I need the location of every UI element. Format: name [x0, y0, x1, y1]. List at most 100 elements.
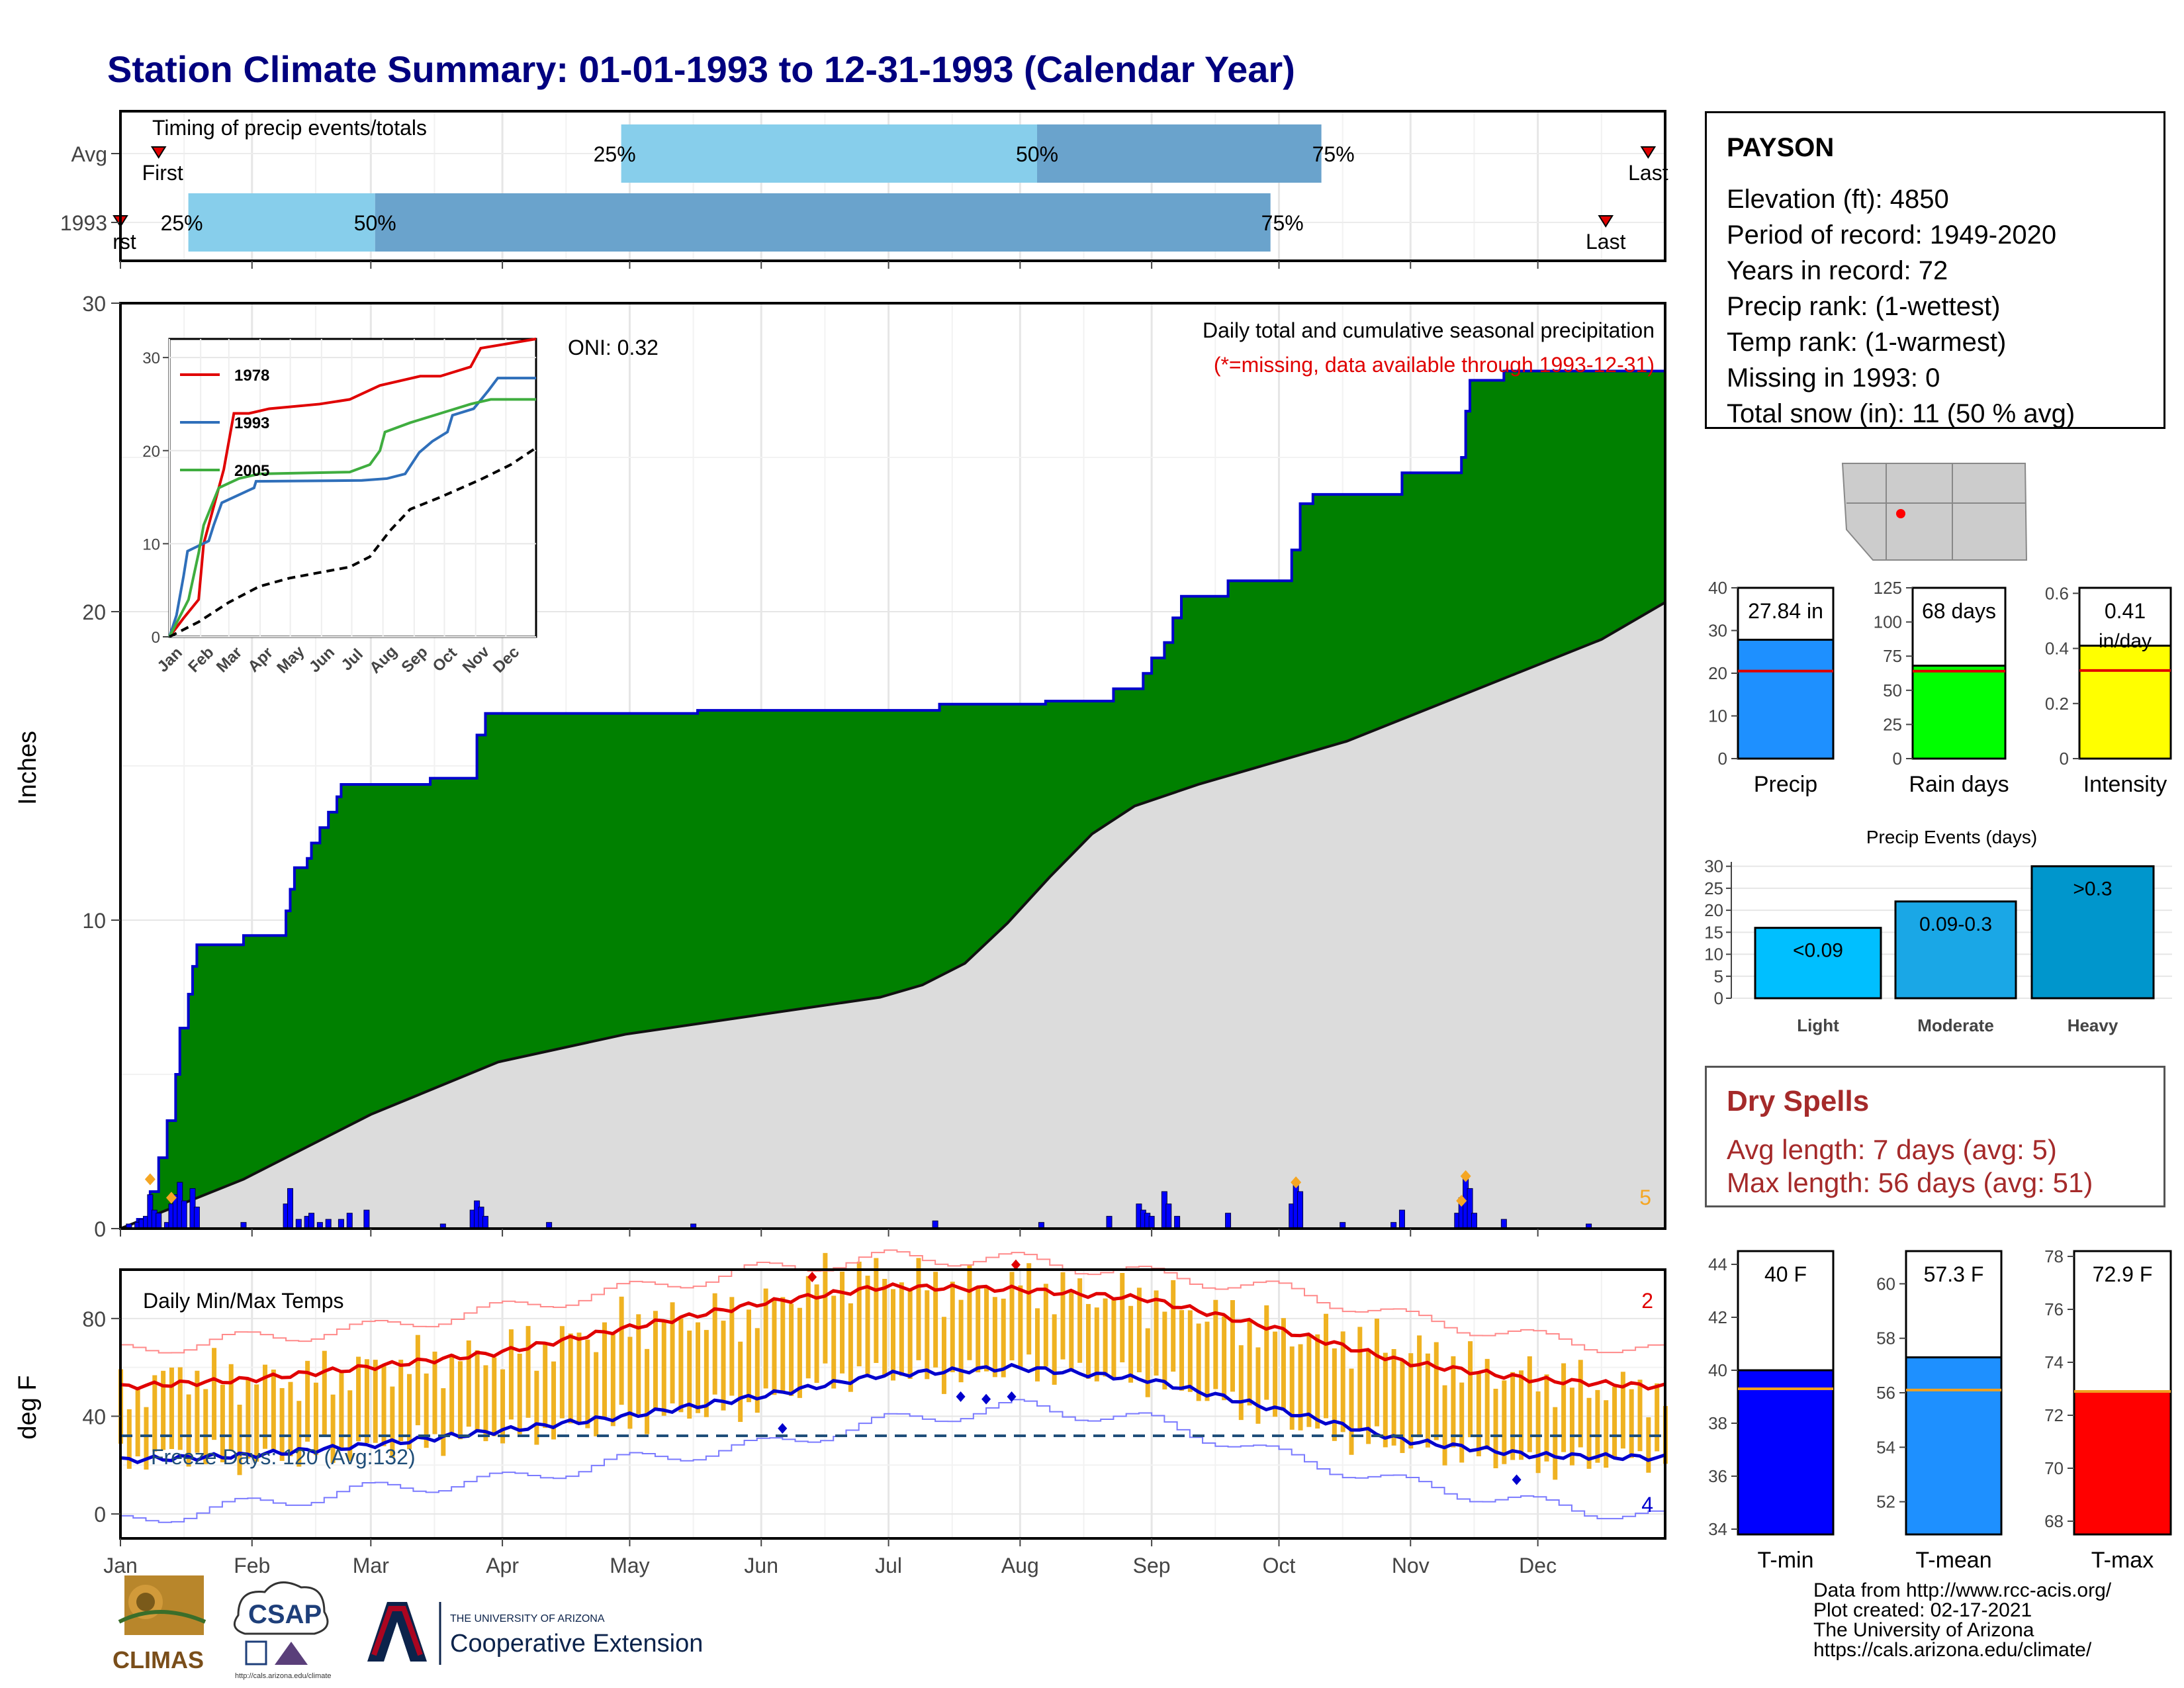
value-label: 68 days: [1922, 599, 1996, 623]
daily-temp-bar: [186, 1394, 191, 1467]
daily-precip-bar: [482, 1215, 488, 1229]
daily-temp-bar: [610, 1333, 615, 1427]
y-tick-label: 10: [82, 909, 106, 933]
daily-temp-bar: [1433, 1342, 1439, 1440]
month-tick-label: Jul: [875, 1554, 902, 1577]
y-tick-label: 0: [1714, 988, 1723, 1008]
station-name: PAYSON: [1727, 133, 1835, 162]
daily-temp-bar: [1646, 1417, 1651, 1473]
record-high-count: 2: [1641, 1289, 1653, 1313]
daily-temp-bar: [1145, 1328, 1150, 1397]
daily-temp-bar: [585, 1339, 590, 1429]
daily-temp-bar: [1306, 1335, 1312, 1427]
inset-y-tick-label: 10: [142, 536, 160, 553]
precip-frame: [119, 302, 1666, 1230]
daily-temp-bar: [1196, 1323, 1201, 1401]
daily-temp-bar: [373, 1360, 378, 1443]
timing-label: 75%: [1312, 142, 1355, 166]
daily-temp-bar: [1128, 1305, 1134, 1383]
record-high-marker: [1011, 1259, 1021, 1270]
precip-chart: 0 10 20 30 Inches Daily total and cumulative …: [14, 292, 1666, 1241]
daily-precip-bar: [1471, 1213, 1477, 1229]
daily-temp-bar: [840, 1272, 845, 1374]
daily-temp-bar: [381, 1366, 387, 1446]
timing-label: 25%: [594, 142, 636, 166]
timing-bar-q2: [621, 124, 1038, 183]
month-tick-label: Feb: [234, 1554, 270, 1577]
daily-precip-bar: [308, 1213, 315, 1229]
map-states: [1841, 463, 2028, 561]
inset-series-line: [168, 377, 536, 637]
station-info-line: Period of record: 1949-2020: [1727, 220, 2057, 250]
daily-temp-bar: [882, 1278, 887, 1375]
daily-temp-bar: [279, 1387, 285, 1461]
daily-temp-bar: [772, 1300, 777, 1395]
inset-legend-label: 1993: [234, 414, 269, 432]
daily-temp-bar: [246, 1378, 251, 1459]
daily-temp-bar: [1544, 1374, 1549, 1462]
daily-temp-bar: [525, 1326, 531, 1418]
precip-title: Daily total and cumulative seasonal prec…: [1203, 318, 1655, 342]
y-tick-label: 44: [1708, 1254, 1727, 1274]
daily-precip-bar: [1165, 1203, 1172, 1229]
daily-temp-bar: [1518, 1370, 1524, 1460]
footer-line: https://cals.arizona.edu/climate/: [1813, 1639, 2092, 1661]
climas-logo: CLIMAS: [113, 1575, 206, 1673]
y-tick-label: 25: [1883, 714, 1902, 734]
daily-temp-bar: [126, 1409, 132, 1469]
daily-temp-bar: [891, 1289, 895, 1381]
daily-temp-bar: [687, 1331, 692, 1419]
station-info-line: Years in record: 72: [1727, 256, 1948, 285]
event-marker: [144, 1173, 156, 1186]
y-tick-label: 20: [1708, 663, 1727, 683]
y-tick-label: 30: [1708, 621, 1727, 641]
daily-temp-bar: [1187, 1310, 1193, 1392]
daily-temp-bar: [1162, 1311, 1167, 1389]
daily-temp-bar: [1324, 1313, 1329, 1419]
footer-line: The University of Arizona: [1813, 1619, 2034, 1641]
csap-url: http://cals.arizona.edu/climate: [235, 1672, 332, 1680]
y-tick-label: 20: [82, 600, 106, 624]
daily-temp-bar: [517, 1353, 522, 1434]
y-tick-label: 0: [94, 1217, 106, 1241]
daily-temp-bar: [984, 1286, 989, 1372]
csap-logo: CSAP http://cals.arizona.edu/climate: [233, 1581, 332, 1680]
daily-temp-bar: [645, 1348, 650, 1434]
daily-temp-bar: [551, 1361, 557, 1440]
event-marker: [1460, 1170, 1471, 1182]
daily-temp-bar: [1637, 1380, 1643, 1452]
last-marker: [1598, 215, 1614, 228]
daily-temp-bar: [356, 1356, 361, 1442]
station-location-marker: [1896, 509, 1905, 518]
record-low-marker: [778, 1423, 788, 1434]
y-tick-label: 54: [1876, 1437, 1895, 1457]
daily-temp-bar: [1553, 1407, 1558, 1480]
timing-label: 50%: [1016, 142, 1058, 166]
daily-temp-bar: [449, 1354, 455, 1436]
y-tick-label: 72: [2044, 1405, 2064, 1425]
value-bar: [1737, 1369, 1835, 1536]
daily-temp-bar: [339, 1370, 344, 1449]
month-tick-label: Mar: [353, 1554, 389, 1577]
daily-temp-bar: [1502, 1380, 1507, 1464]
daily-temp-bar: [746, 1309, 751, 1403]
daily-temp-bar: [712, 1293, 717, 1395]
y-tick-label: 100: [1874, 612, 1902, 632]
daily-temp-bar: [1332, 1348, 1337, 1441]
y-tick-label: 10: [1708, 706, 1727, 726]
daily-temp-bar: [925, 1290, 930, 1380]
daily-temp-bar: [475, 1350, 480, 1432]
timing-bar-q3: [375, 193, 1271, 252]
daily-precip-bar: [181, 1200, 187, 1229]
daily-precip-bar: [1225, 1213, 1232, 1229]
event-marker: [1291, 1176, 1302, 1189]
y-tick-label: 74: [2044, 1352, 2064, 1372]
intensity-panel: 0 0.2 0.4 0.6 0.41 in/day Intensity: [2045, 583, 2172, 797]
tmax-panel: 68 70 72 74 76 78 72.9 F T-max: [2044, 1246, 2172, 1573]
daily-temp-bar: [508, 1329, 514, 1420]
daily-temp-bar: [1052, 1314, 1057, 1385]
cumulative-avg-line: [120, 601, 1666, 1230]
month-tick-label: Dec: [1519, 1554, 1557, 1577]
y-tick-label: 30: [1704, 857, 1723, 876]
